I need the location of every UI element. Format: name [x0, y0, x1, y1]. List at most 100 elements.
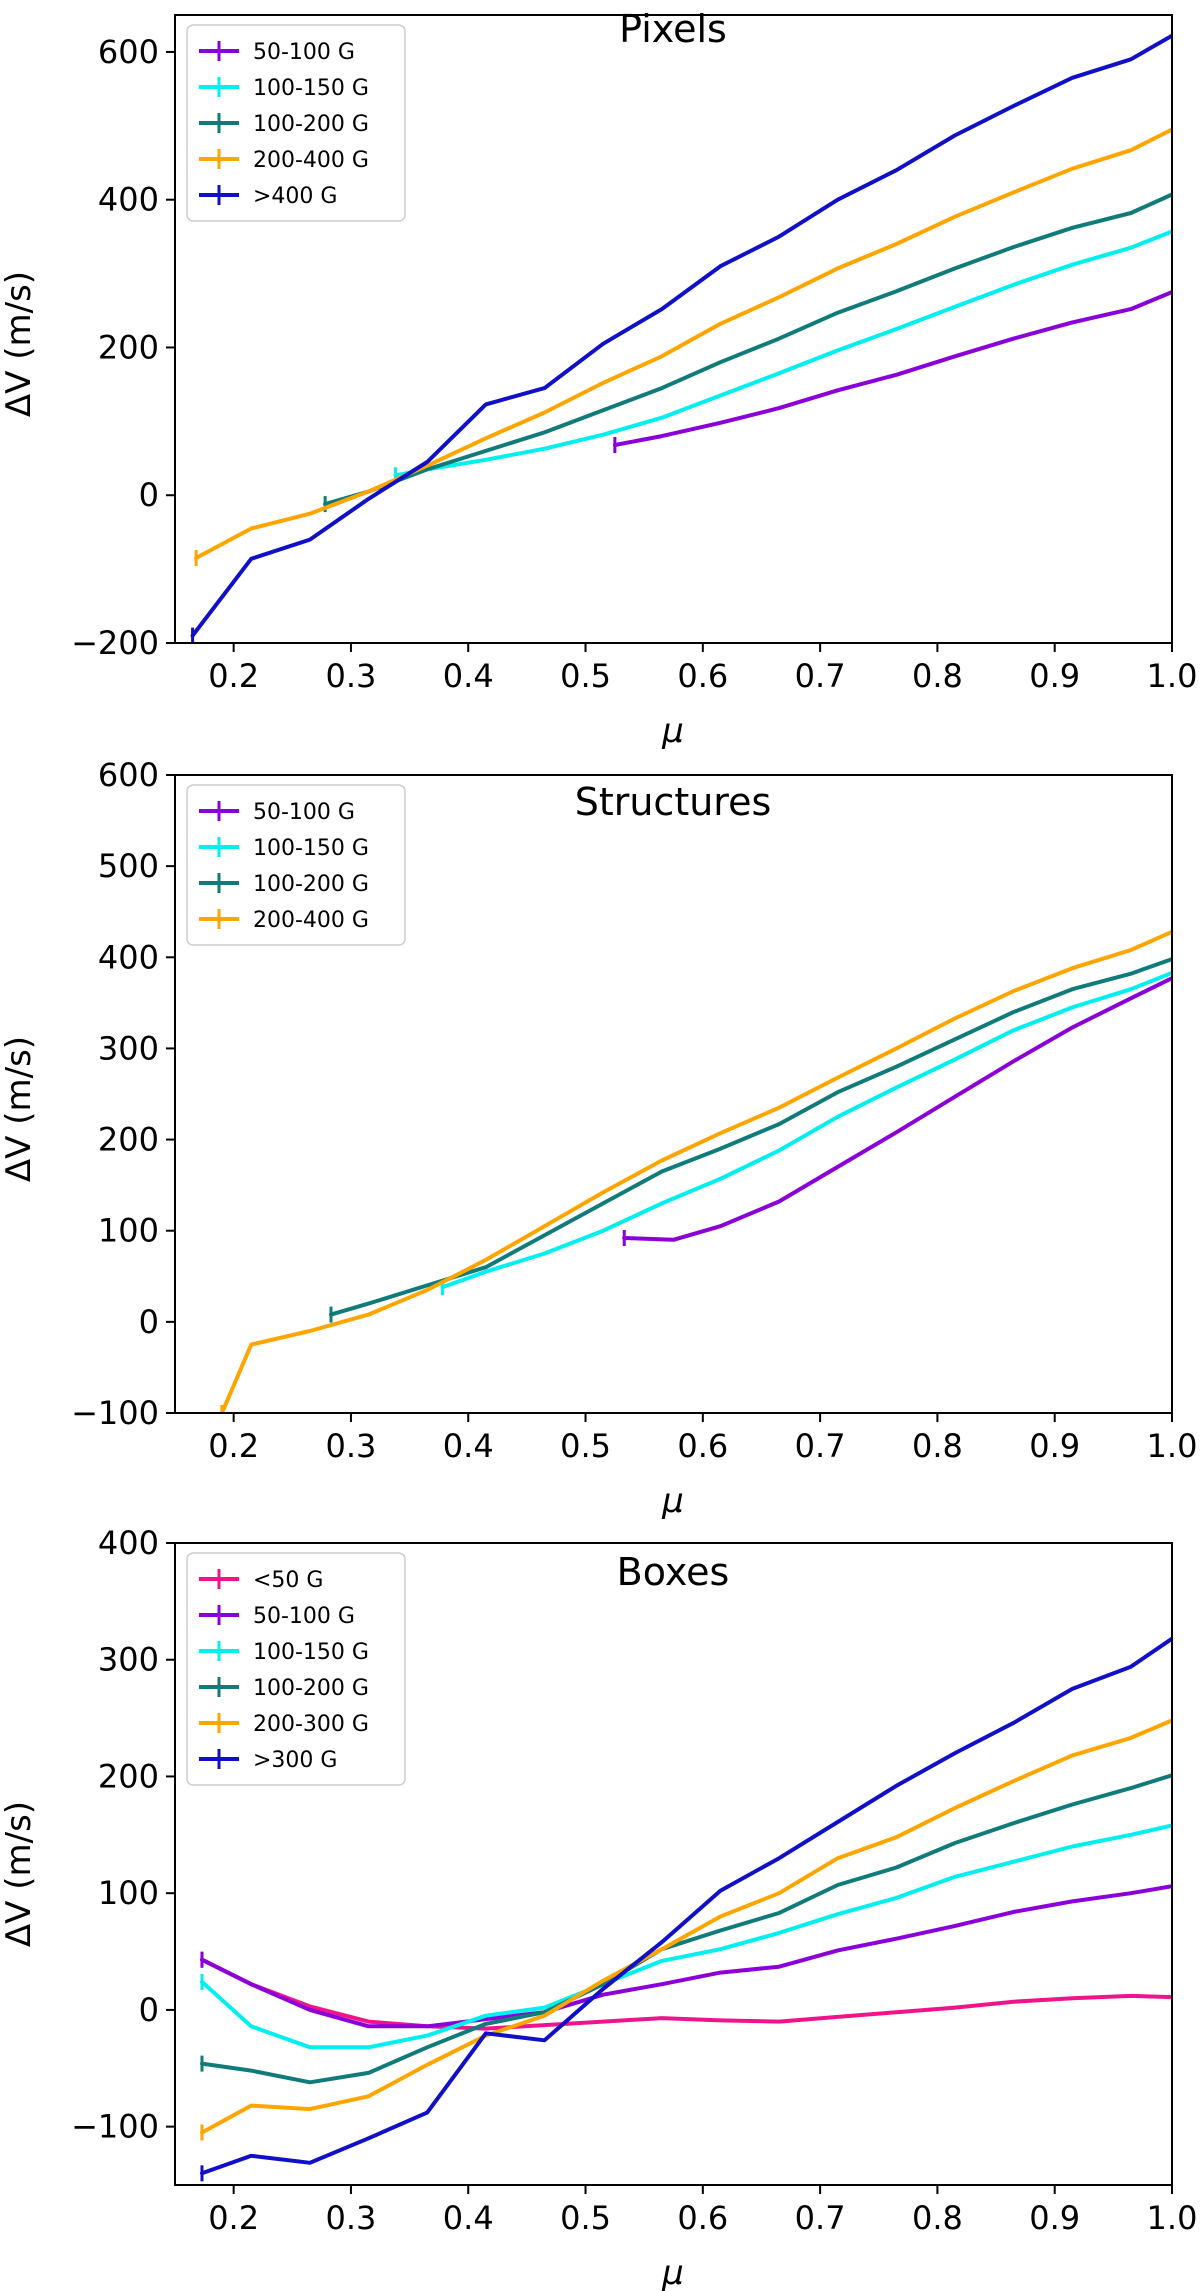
x-tick-label: 0.5: [560, 2199, 611, 2237]
x-tick-label: 0.3: [325, 2199, 376, 2237]
x-axis-label: μ: [661, 1481, 684, 1521]
axes-frame: [174, 14, 1173, 644]
series-line-50-100-g: [622, 976, 1172, 1242]
y-tick-label: 600: [98, 756, 159, 794]
legend-label: >300 G: [253, 1748, 337, 1773]
legend-label: 200-400 G: [253, 908, 369, 933]
legend-label: >400 G: [253, 184, 337, 209]
series-line-gt-400-g: [190, 33, 1172, 638]
series-group: [219, 929, 1172, 1413]
x-tick-label: 1.0: [1147, 2199, 1198, 2237]
panel-structures: Structures μ ΔV (m/s) 0.2 0.3 0.4 0.5 0.6 0.7…: [0, 756, 1197, 1521]
y-tick-label: −200: [71, 624, 159, 662]
series-line-50-100-g: [612, 290, 1172, 447]
legend-label: 100-200 G: [253, 1676, 369, 1701]
series-group: [190, 33, 1172, 643]
y-tick-label: −100: [71, 1394, 159, 1432]
series-line-100-150-g: [200, 1823, 1172, 2050]
axes-frame: [174, 774, 1173, 1414]
series-line-200-300-g: [200, 1718, 1172, 2135]
y-tick-label: 600: [98, 33, 159, 71]
y-tick-label: 0: [139, 1991, 159, 2029]
series-line-100-150-g: [393, 229, 1172, 478]
x-tick-label: 0.5: [560, 1427, 611, 1465]
series-line-200-400-g: [194, 127, 1172, 560]
x-tick-label: 0.6: [677, 1427, 728, 1465]
x-tick-label: 1.0: [1147, 657, 1198, 695]
legend-label: 100-200 G: [253, 872, 369, 897]
x-tick-label: 0.6: [677, 2199, 728, 2237]
legend-label: 200-300 G: [253, 1712, 369, 1737]
x-tick-label: 0.2: [208, 2199, 259, 2237]
legend-label: 100-200 G: [253, 112, 369, 137]
y-tick-label: 400: [98, 181, 159, 219]
y-tick-label: 100: [98, 1874, 159, 1912]
y-tick-label: 400: [98, 938, 159, 976]
x-tick-label: 1.0: [1147, 1427, 1198, 1465]
x-tick-label: 0.9: [1029, 1427, 1080, 1465]
x-tick-label: 0.4: [443, 1427, 494, 1465]
x-tick-label: 0.5: [560, 657, 611, 695]
panel-boxes: Boxes μ ΔV (m/s) 0.2 0.3 0.4 0.5 0.6 0.7 0.8 0.…: [0, 1524, 1197, 2291]
legend-label: 100-150 G: [253, 76, 369, 101]
x-tick-label: 0.7: [795, 657, 846, 695]
y-tick-label: 300: [98, 1029, 159, 1067]
legend-label: 50-100 G: [253, 1604, 355, 1629]
series-line-50-100-g: [200, 1884, 1172, 2029]
legend-label: <50 G: [253, 1568, 323, 1593]
y-tick-label: 100: [98, 1212, 159, 1250]
legend-box: [186, 1552, 406, 1786]
x-tick-label: 0.8: [912, 2199, 963, 2237]
panel-pixels: Pixels μ ΔV (m/s) 0.2 0.3 0.4 0.5 0.6 0.7 0.8 0…: [0, 7, 1197, 751]
y-tick-label: 200: [98, 1757, 159, 1795]
legend-label: 100-150 G: [253, 836, 369, 861]
y-axis-label: ΔV (m/s): [0, 1036, 39, 1182]
legend-box: [186, 784, 406, 946]
legend-label: 200-400 G: [253, 148, 369, 173]
y-tick-label: 300: [98, 1641, 159, 1679]
x-tick-label: 0.8: [912, 1427, 963, 1465]
y-tick-label: 400: [98, 1524, 159, 1562]
y-tick-label: 0: [139, 476, 159, 514]
legend-label: 50-100 G: [253, 800, 355, 825]
y-tick-label: 0: [139, 1303, 159, 1341]
legend: 50-100 G 100-150 G 100-200 G 200-400 G: [186, 784, 406, 946]
chart-title: Boxes: [617, 1550, 730, 1594]
y-axis-label: ΔV (m/s): [0, 1801, 39, 1947]
y-axis-label: ΔV (m/s): [0, 271, 39, 417]
x-tick-label: 0.9: [1029, 657, 1080, 695]
y-tick-label: 200: [98, 1121, 159, 1159]
series-line-gt-300-g: [200, 1636, 1172, 2176]
legend-box: [186, 24, 406, 222]
x-tick-label: 0.6: [677, 657, 728, 695]
chart-title: Pixels: [619, 7, 727, 51]
series-line-100-150-g: [440, 970, 1172, 1290]
x-tick-label: 0.8: [912, 657, 963, 695]
series-group: [200, 1636, 1172, 2182]
legend-label: 50-100 G: [253, 40, 355, 65]
series-line-lt-50-g: [200, 1957, 1172, 2031]
x-tick-label: 0.9: [1029, 2199, 1080, 2237]
axes-frame: [174, 1542, 1173, 2186]
x-axis-label: μ: [661, 2253, 684, 2291]
legend: <50 G 50-100 G 100-150 G 100-200 G 200-300 G…: [186, 1552, 406, 1786]
x-tick-label: 0.2: [208, 1427, 259, 1465]
x-tick-label: 0.7: [795, 2199, 846, 2237]
series-line-100-200-g: [323, 192, 1172, 507]
y-tick-label: −100: [71, 2108, 159, 2146]
x-tick-label: 0.7: [795, 1427, 846, 1465]
y-tick-label: 200: [98, 328, 159, 366]
chart-title: Structures: [575, 780, 772, 824]
legend: 50-100 G 100-150 G 100-200 G 200-400 G >400 …: [186, 24, 406, 222]
series-line-100-200-g: [200, 1773, 1172, 2085]
x-tick-label: 0.4: [443, 2199, 494, 2237]
x-tick-label: 0.3: [325, 657, 376, 695]
y-tick-label: 500: [98, 847, 159, 885]
x-tick-label: 0.3: [325, 1427, 376, 1465]
x-tick-label: 0.2: [208, 657, 259, 695]
legend-label: 100-150 G: [253, 1640, 369, 1665]
x-axis-label: μ: [661, 711, 684, 751]
series-line-200-400-g: [219, 929, 1172, 1413]
x-tick-label: 0.4: [443, 657, 494, 695]
